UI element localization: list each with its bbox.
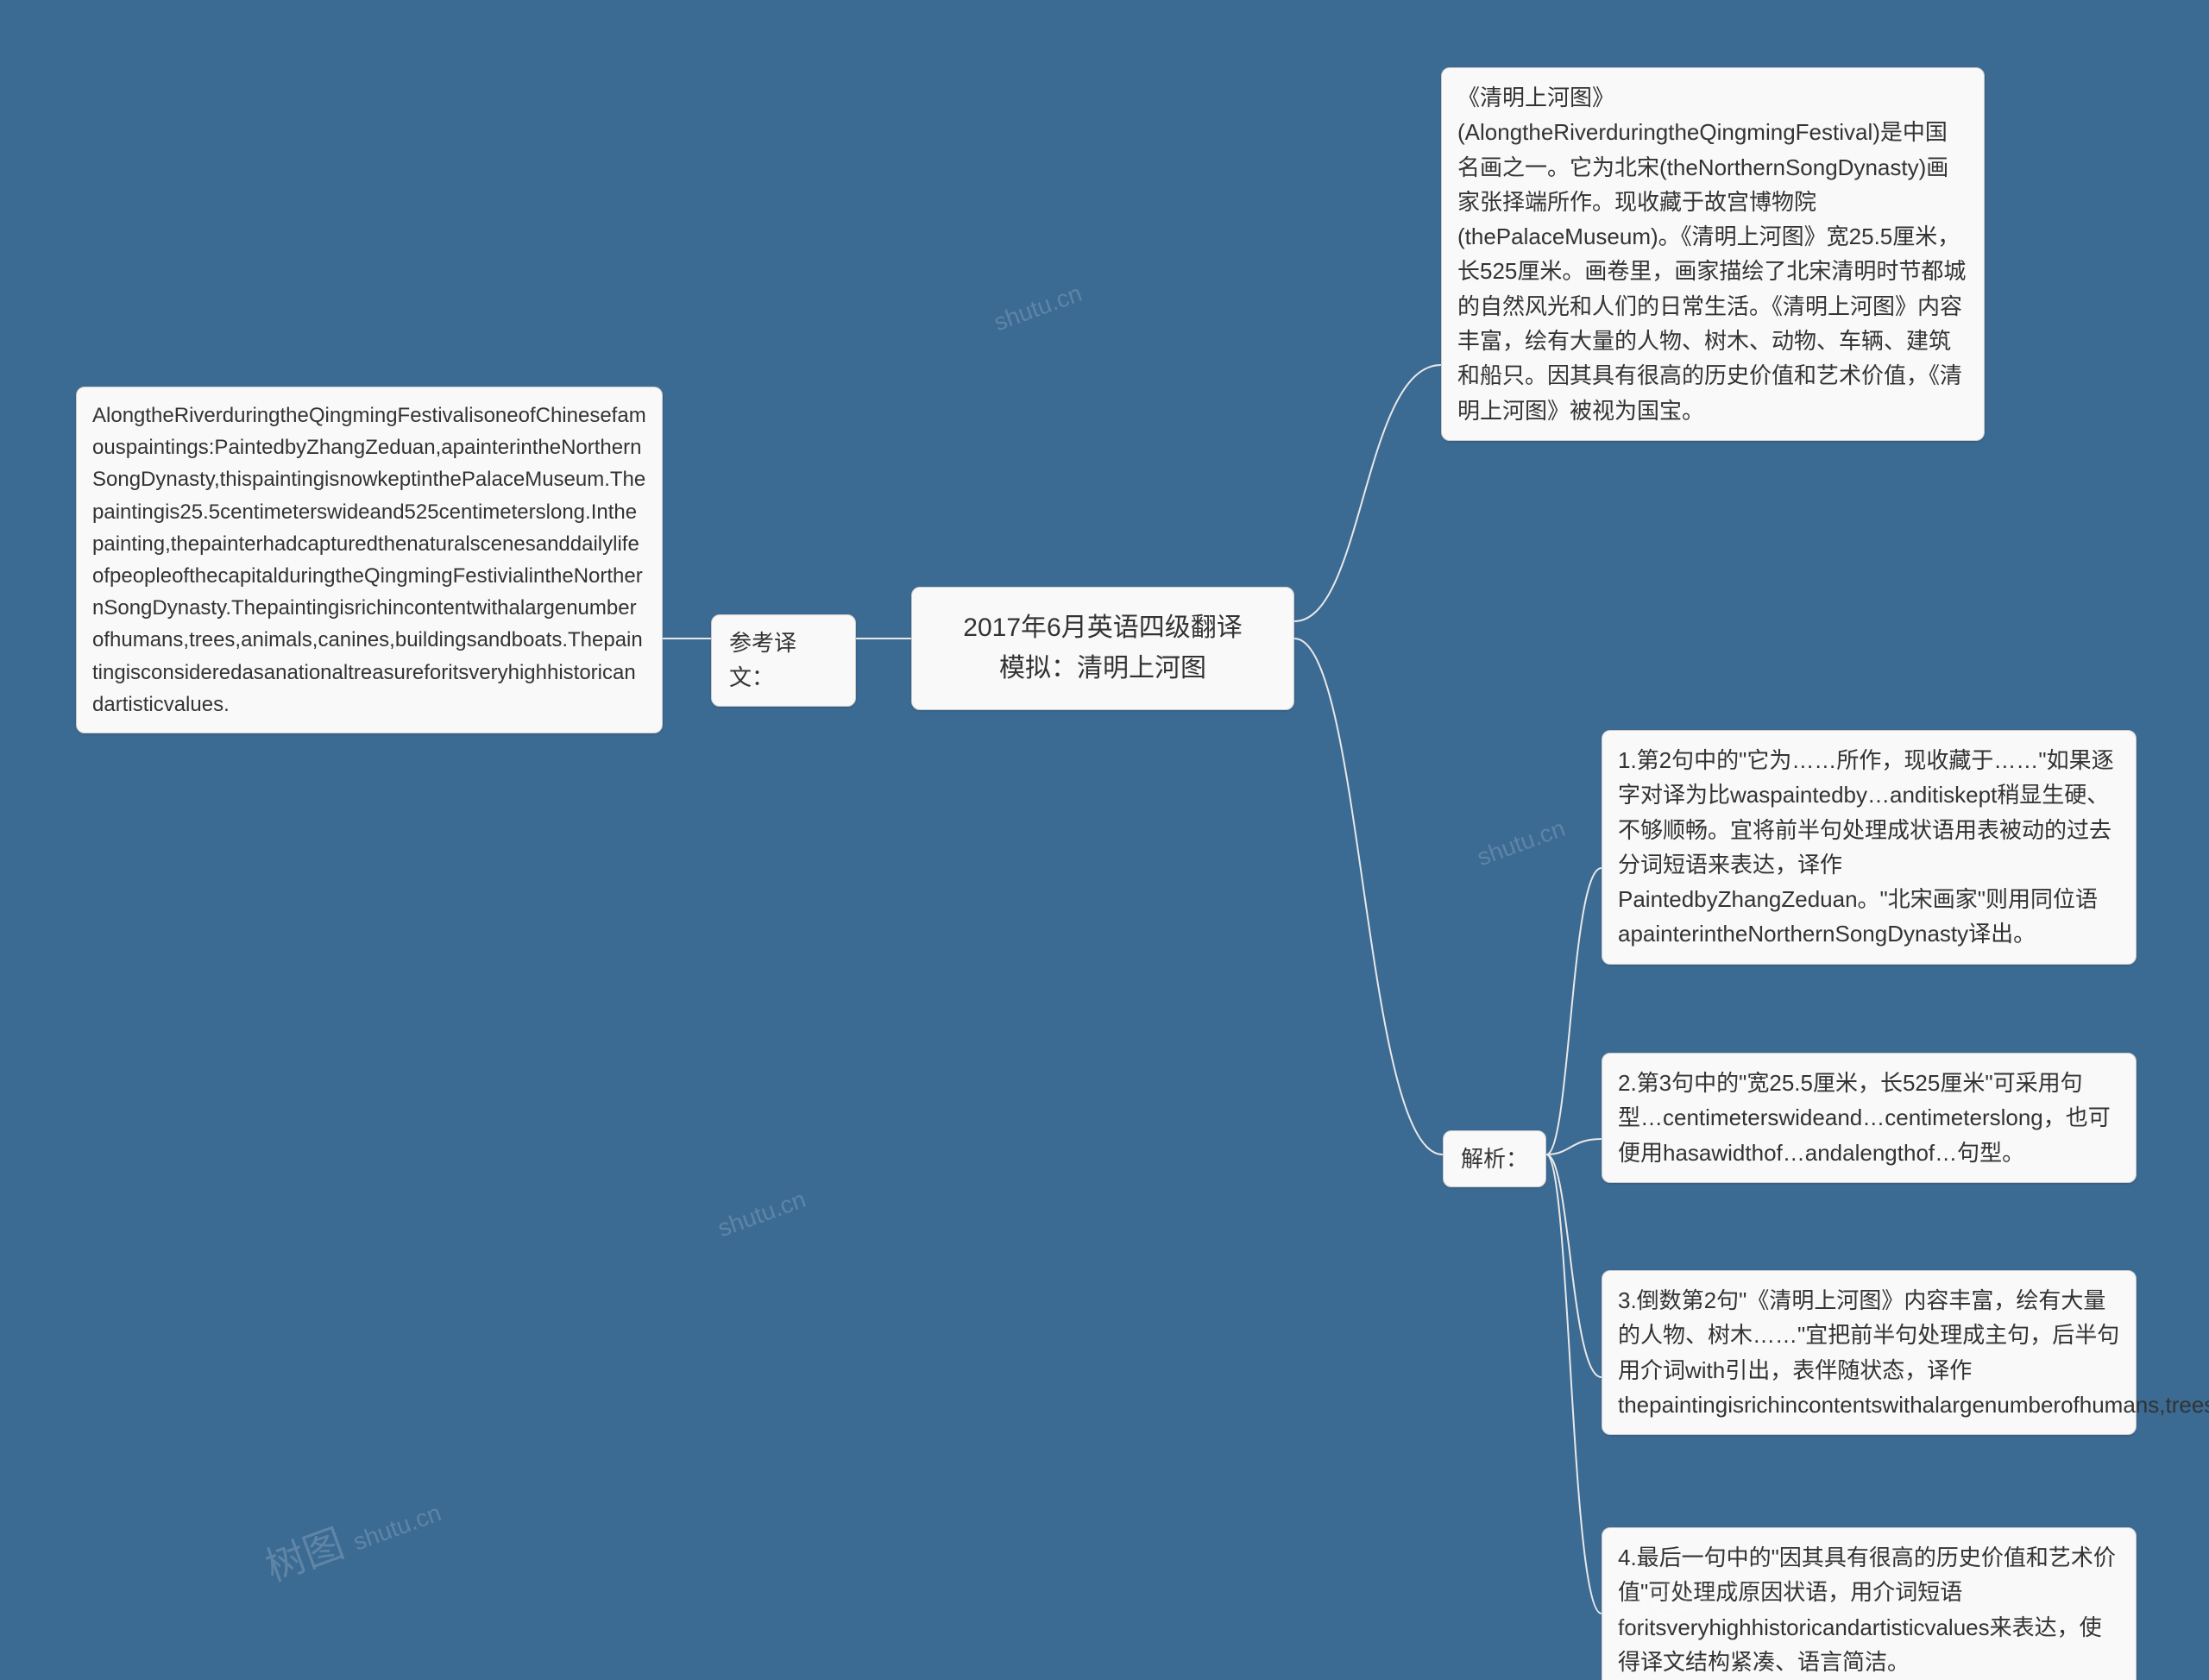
- watermark: shutu.cn: [1469, 800, 1570, 875]
- watermark: shutu.cn: [985, 265, 1087, 340]
- connector: [1546, 1155, 1602, 1614]
- analysis-label-node[interactable]: 解析：: [1443, 1130, 1546, 1187]
- analysis-item-node[interactable]: 1.第2句中的"它为……所作，现收藏于……"如果逐字对译为比waspainted…: [1602, 730, 2137, 965]
- watermark-sub: shutu.cn: [349, 1499, 444, 1555]
- analysis-item-node[interactable]: 4.最后一句中的"因其具有很高的历史价值和艺术价值"可处理成原因状语，用介词短语…: [1602, 1527, 2137, 1680]
- watermark: shutu.cn: [709, 1171, 811, 1246]
- watermark-main: [1469, 832, 1484, 874]
- connector: [1546, 1139, 1602, 1155]
- connector: [1546, 868, 1602, 1155]
- translation-label-node[interactable]: 参考译文：: [711, 614, 856, 707]
- watermark-main: 树图: [260, 1517, 360, 1590]
- watermark-main: [709, 1203, 725, 1245]
- connector: [1546, 1155, 1602, 1377]
- analysis-item-node[interactable]: 2.第3句中的"宽25.5厘米，长525厘米"可采用句型…centimeters…: [1602, 1053, 2137, 1183]
- intro-content-node[interactable]: 《清明上河图》(AlongtheRiverduringtheQingmingFe…: [1441, 67, 1985, 441]
- connector: [1294, 365, 1441, 621]
- analysis-item-node[interactable]: 3.倒数第2句"《清明上河图》内容丰富，绘有大量的人物、树木……"宜把前半句处理…: [1602, 1270, 2137, 1435]
- translation-content-node[interactable]: AlongtheRiverduringtheQingmingFestivalis…: [76, 387, 663, 733]
- watermark-main: [985, 297, 1001, 339]
- center-topic-line2: 模拟：清明上河图: [936, 649, 1269, 689]
- watermark-sub: shutu.cn: [714, 1186, 809, 1242]
- watermark-sub: shutu.cn: [991, 280, 1086, 336]
- center-topic-node[interactable]: 2017年6月英语四级翻译 模拟：清明上河图: [911, 587, 1294, 710]
- watermark: 树图 shutu.cn: [256, 1477, 447, 1593]
- center-topic-line1: 2017年6月英语四级翻译: [936, 608, 1269, 649]
- connector: [1294, 639, 1443, 1155]
- watermark-sub: shutu.cn: [1474, 815, 1569, 871]
